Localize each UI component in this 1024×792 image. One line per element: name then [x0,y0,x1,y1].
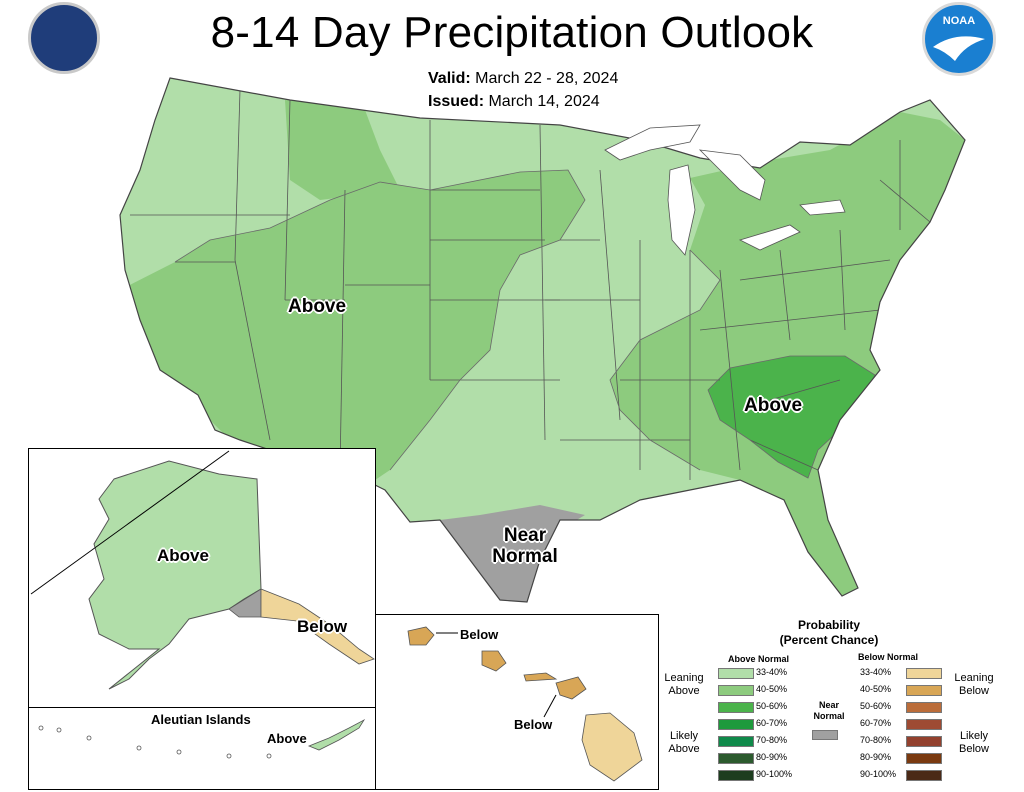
legend-above-range-label: 70-80% [756,735,788,745]
legend-swatch-near-normal [812,730,838,740]
legend-below-range-label: 90-100% [860,769,897,779]
kauai-below [407,626,435,646]
big-island-lean-below [581,712,643,782]
legend-title: Probability (Percent Chance) [744,618,914,648]
west-above-region [120,170,585,490]
alaska-map [29,450,375,707]
legend-above-swatch [718,770,754,781]
legend-below-swatch [906,685,942,696]
legend-below-range-label: 33-40% [860,667,892,677]
alaska-lean-above [88,460,262,690]
aleutian-inset: Aleutian Islands Above [28,707,376,790]
legend-leaning-above-1: Leaning [664,672,704,684]
legend-leaning-below: Leaning Below [948,672,1000,698]
legend-below-range-label: 40-50% [860,684,892,694]
oahu-below [481,650,507,672]
region-label-west: Above [288,296,347,317]
noaa-logo-icon: NOAA [922,2,996,76]
region-label-texas-2: Normal [492,546,558,567]
legend-above-range-label: 40-50% [756,684,788,694]
legend-above-swatch [718,668,754,679]
issued-label: Issued: [428,93,485,110]
alaska-se-label: Below [297,617,348,636]
alaska-inset: Above Below [28,448,376,708]
legend-below-swatch [906,753,942,764]
valid-line: Valid: March 22 - 28, 2024 [428,70,618,88]
legend-above-range-label: 60-70% [756,718,788,728]
issued-value: March 14, 2024 [488,93,600,110]
region-label-texas-1: Near [503,525,547,546]
hawaii-inset: Below Below [375,614,659,790]
aleutian-title: Aleutian Islands [151,712,251,727]
hawaii-map [407,626,643,782]
legend-likely-above-1: Likely [669,730,699,742]
noaa-wave-icon [933,36,985,61]
legend-above-head: Above Normal [728,654,790,664]
legend-below-range-label: 70-80% [860,735,892,745]
northwest-above-region [285,100,400,200]
legend-title-line2: (Percent Chance) [779,633,879,647]
state-borders [130,89,931,480]
east-above-region [610,112,965,596]
legend-below-swatch [906,736,942,747]
region-label-southeast: Above [744,395,803,416]
texas-near-normal-region [410,505,585,602]
alaska-lean-below [260,588,375,665]
legend-above-range-label: 50-60% [756,701,788,711]
legend-likely-below: Likely Below [948,730,1000,756]
legend-likely-above-2: Above [668,743,700,755]
legend-above-swatch [718,702,754,713]
legend-likely-below-1: Likely [959,730,989,742]
legend-above-range-label: 80-90% [756,752,788,762]
legend-leaning-below-2: Below [959,685,989,697]
legend-below-swatch [906,770,942,781]
legend-leaning-below-1: Leaning [954,672,994,684]
aleutian-lean-above [307,718,366,751]
alaska-label: Above [157,546,209,565]
molokai-below [523,672,558,682]
legend-near-1: Near [818,700,839,710]
commerce-seal-icon [28,2,100,74]
legend-below-range-label: 60-70% [860,718,892,728]
legend-above-swatch [718,685,754,696]
legend: Probability (Percent Chance) Above Norma… [660,614,1000,790]
legend-below-range-label: 50-60% [860,701,892,711]
legend-below-swatch [906,719,942,730]
legend-above-range-label: 33-40% [756,667,788,677]
legend-near-2: Normal [813,711,845,721]
legend-leaning-above-2: Above [668,685,700,697]
hawaii-west-label: Below [460,627,499,642]
page-title: 8-14 Day Precipitation Outlook [210,8,814,57]
aleutian-map [38,718,366,759]
legend-above-range-label: 90-100% [756,769,793,779]
valid-value: March 22 - 28, 2024 [475,70,619,87]
legend-below-swatch [906,668,942,679]
legend-below-range-label: 80-90% [860,752,892,762]
maui-below [555,676,587,700]
legend-likely-below-2: Below [959,743,989,755]
noaa-logo-text: NOAA [942,15,976,27]
valid-label: Valid: [428,70,471,87]
legend-leaning-above: Leaning Above [660,672,708,698]
hawaii-east-label: Below [514,717,553,732]
southeast-likely-above-region [708,356,875,478]
legend-near-normal-label: Near Normal [810,700,848,722]
legend-above-swatch [718,736,754,747]
legend-below-head: Below Normal [858,652,919,662]
legend-likely-above: Likely Above [660,730,708,756]
legend-above-swatch [718,753,754,764]
aleutian-label: Above [267,731,307,746]
great-lakes [604,124,846,256]
legend-above-swatch [718,719,754,730]
legend-below-swatch [906,702,942,713]
issued-line: Issued: March 14, 2024 [428,93,600,111]
legend-title-line1: Probability [797,618,860,632]
